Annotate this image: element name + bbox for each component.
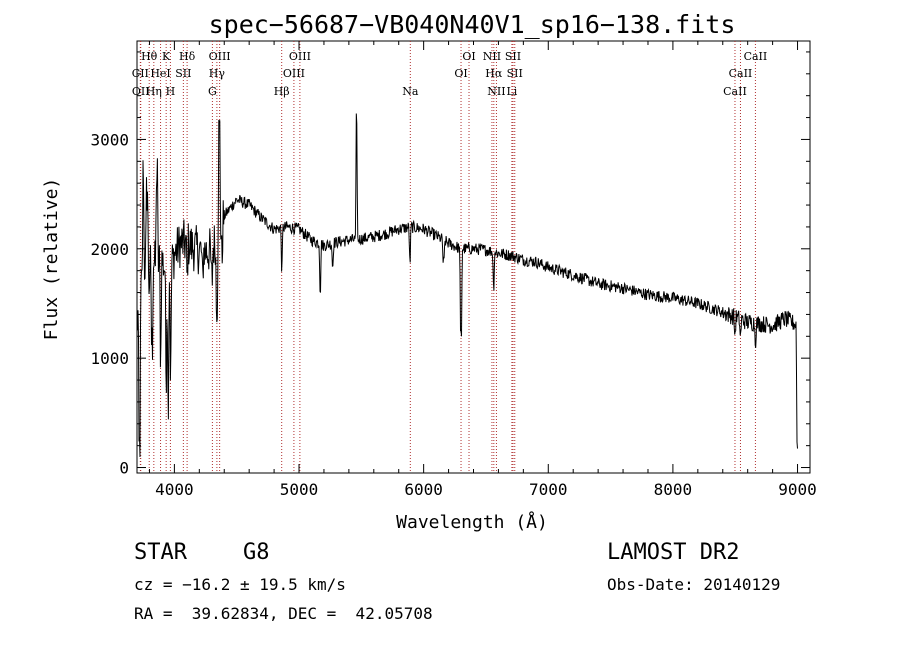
coordinates: RA = 39.62834, DEC = 42.05708 bbox=[134, 604, 433, 623]
spectral-line-label: HeI bbox=[150, 67, 170, 80]
chart-title: spec−56687−VB040N40V1_sp16−138.fits bbox=[209, 10, 736, 39]
spectral-line-label: OI bbox=[454, 67, 467, 80]
spectral-line-label: CaII bbox=[723, 85, 747, 98]
spectral-line-label: OII bbox=[132, 85, 150, 98]
y-tick-label: 1000 bbox=[90, 349, 129, 368]
survey-name: LAMOST DR2 bbox=[607, 540, 740, 565]
y-tick-label: 0 bbox=[119, 459, 129, 478]
x-tick-label: 8000 bbox=[654, 480, 693, 499]
x-axis-label: Wavelength (Å) bbox=[396, 511, 548, 533]
spectral-line-label: Na bbox=[402, 85, 419, 98]
spectral-line-label: H bbox=[166, 85, 176, 98]
line-markers bbox=[139, 41, 756, 473]
spectral-line-label: Hγ bbox=[209, 67, 226, 80]
spectral-line-label: K bbox=[162, 50, 171, 63]
spectral-line-label: Hβ bbox=[274, 85, 290, 98]
spectral-line-label: SII bbox=[175, 67, 191, 80]
redshift-value: cz = −16.2 ± 19.5 km/s bbox=[134, 575, 346, 594]
object-class: STAR bbox=[134, 540, 187, 565]
object-subclass: G8 bbox=[243, 540, 270, 565]
spectral-line-label: SII bbox=[505, 50, 521, 63]
flux-line bbox=[136, 113, 798, 458]
spectral-line-label: SII bbox=[507, 67, 523, 80]
y-tick-label: 2000 bbox=[90, 240, 129, 259]
spectral-line-label: Hθ bbox=[141, 50, 158, 63]
spectral-line-label: OIII bbox=[283, 67, 305, 80]
observation-date: Obs-Date: 20140129 bbox=[607, 575, 781, 594]
spectral-line-label: CaII bbox=[744, 50, 768, 63]
x-tick-label: 7000 bbox=[529, 480, 568, 499]
x-tick-label: 4000 bbox=[155, 480, 194, 499]
y-tick-label: 3000 bbox=[90, 130, 129, 149]
spectral-line-label: Li bbox=[506, 85, 517, 98]
spectral-line-label: OIII bbox=[209, 50, 231, 63]
plot-frame bbox=[136, 40, 811, 474]
spectral-line-label: CaII bbox=[729, 67, 753, 80]
spectral-line-label: Hα bbox=[485, 67, 503, 80]
x-tick-label: 6000 bbox=[404, 480, 443, 499]
spectral-line-label: NII bbox=[487, 85, 505, 98]
spectral-line-label: Hη bbox=[146, 85, 162, 98]
spectral-line-label: G bbox=[208, 85, 217, 98]
spectral-line-label: NII bbox=[483, 50, 501, 63]
spectral-line-label: OIII bbox=[289, 50, 311, 63]
x-tick-label: 5000 bbox=[280, 480, 319, 499]
spectral-line-label: OI bbox=[462, 50, 475, 63]
x-tick-label: 9000 bbox=[778, 480, 817, 499]
spectral-line-label: Hδ bbox=[179, 50, 196, 63]
line-labels: CIIOIIHθHηHeIKHSIIHδGOIIIHγHβOIIIOIIINaO… bbox=[132, 50, 767, 98]
axis-ticks: 4000 5000 6000 7000 8000 9000 0 1000 2000 3000 bbox=[90, 41, 817, 499]
y-axis-label: Flux (relative) bbox=[41, 178, 62, 341]
